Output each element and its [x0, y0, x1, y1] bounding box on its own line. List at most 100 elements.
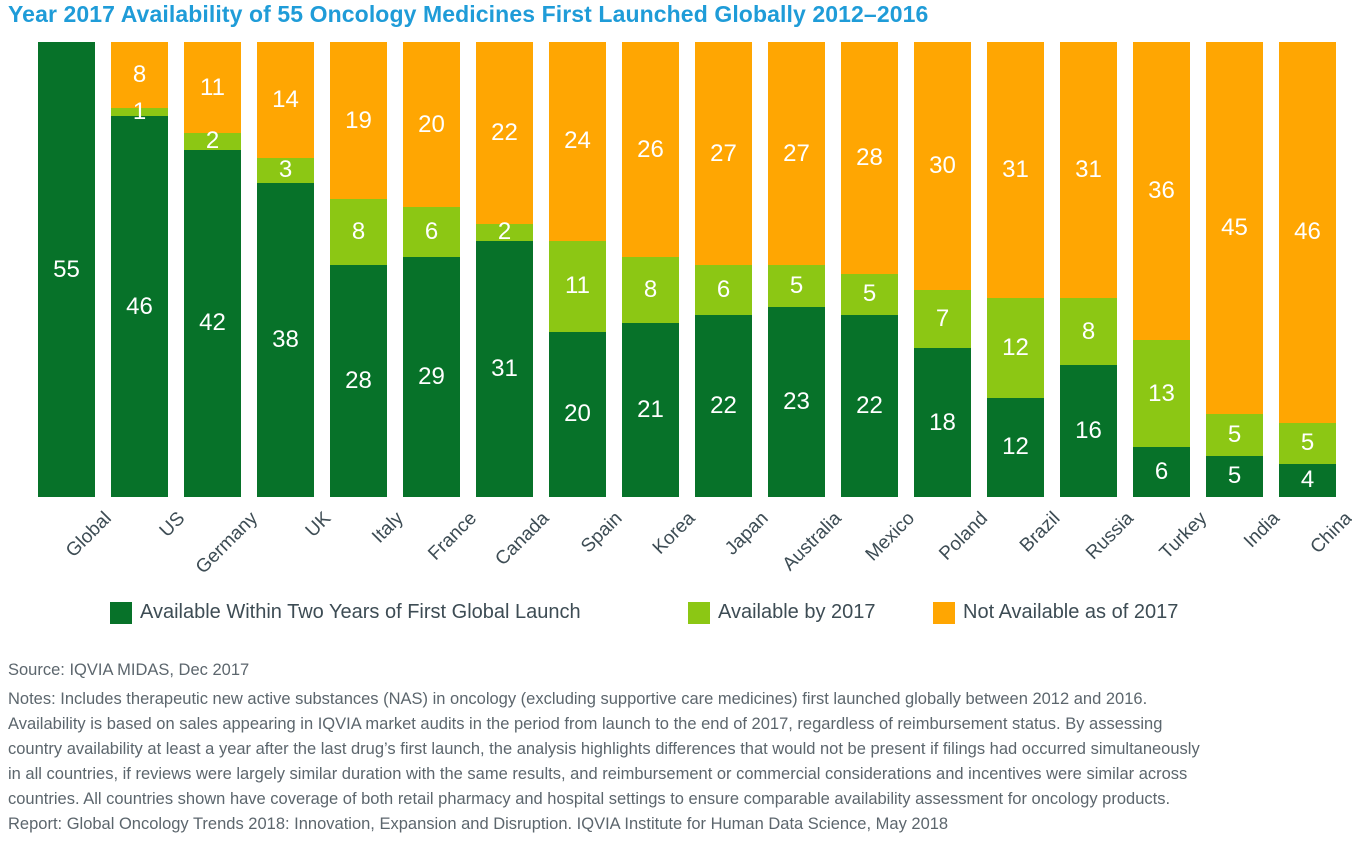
bar-segment: 46 — [1279, 42, 1336, 423]
bar-value-label: 19 — [345, 106, 372, 134]
bar-segment: 36 — [1133, 42, 1190, 340]
bar-segment: 11 — [184, 42, 241, 134]
bar-poland: 30 7 18 — [914, 42, 971, 497]
bar-value-label: 8 — [1081, 317, 1096, 345]
bar-segment: 42 — [184, 149, 241, 497]
bar-us: 8 1 46 — [111, 42, 168, 497]
bar-value-label: 6 — [1154, 458, 1169, 486]
legend-label: Available Within Two Years of First Glob… — [140, 601, 581, 623]
bar-value-label: 6 — [424, 218, 439, 246]
x-axis-label-italy: Italy — [368, 508, 408, 548]
report-note: Report: Global Oncology Trends 2018: Inn… — [8, 815, 949, 833]
bar-value-label: 28 — [345, 367, 372, 395]
bar-global: 55 — [38, 42, 95, 497]
x-axis-label-mexico: Mexico — [861, 508, 919, 566]
bar-segment: 5 — [1206, 455, 1263, 497]
bar-segment: 13 — [1133, 339, 1190, 448]
x-axis-label-japan: Japan — [721, 508, 773, 560]
bar-value-label: 5 — [1300, 429, 1315, 457]
bar-segment: 55 — [38, 42, 95, 497]
bar-segment: 5 — [768, 265, 825, 307]
bar-value-label: 3 — [278, 156, 293, 184]
bar-segment: 5 — [1206, 414, 1263, 456]
bar-value-label: 31 — [1002, 156, 1029, 184]
notes-line: Notes: Includes therapeutic new active s… — [8, 690, 1148, 708]
bar-segment: 8 — [1060, 298, 1117, 365]
bar-value-label: 29 — [418, 363, 445, 391]
bar-segment: 6 — [695, 265, 752, 315]
x-axis-label-korea: Korea — [649, 508, 700, 559]
x-axis-label-china: China — [1306, 508, 1352, 558]
footer: Source: IQVIA MIDAS, Dec 2017 Notes: Inc… — [8, 658, 1352, 837]
bar-value-label: 42 — [199, 309, 226, 337]
bar-segment: 22 — [695, 315, 752, 497]
bar-spain: 24 11 20 — [549, 42, 606, 497]
x-axis-label-germany: Germany — [191, 508, 262, 579]
bar-segment: 24 — [549, 42, 606, 241]
bar-segment: 19 — [330, 42, 387, 200]
legend-item-1: Available by 2017 — [688, 601, 876, 624]
legend-swatch — [933, 601, 955, 624]
bar-value-label: 2 — [497, 218, 512, 246]
legend: Available Within Two Years of First Glob… — [0, 601, 1352, 631]
bar-segment: 27 — [768, 42, 825, 266]
bar-value-label: 28 — [856, 143, 883, 171]
bar-value-label: 22 — [491, 119, 518, 147]
bar-value-label: 22 — [856, 392, 883, 419]
bar-value-label: 13 — [1148, 379, 1175, 407]
notes-line: country availability at least a year aft… — [8, 740, 1200, 758]
bar-segment: 20 — [403, 42, 460, 208]
bar-segment: 23 — [768, 306, 825, 497]
notes-line: in all countries, if reviews were largel… — [8, 765, 1188, 783]
bar-segment: 31 — [987, 42, 1044, 299]
bar-segment: 5 — [841, 273, 898, 315]
bar-segment: 29 — [403, 257, 460, 497]
bar-segment: 7 — [914, 290, 971, 349]
bar-russia: 31 8 16 — [1060, 42, 1117, 497]
bar-segment: 31 — [1060, 42, 1117, 299]
bar-germany: 11 2 42 — [184, 42, 241, 497]
bar-value-label: 21 — [637, 396, 664, 424]
source-note: Source: IQVIA MIDAS, Dec 2017 — [8, 661, 250, 679]
bar-segment: 11 — [549, 240, 606, 332]
bar-segment: 20 — [549, 331, 606, 497]
x-axis-label-global: Global — [62, 508, 116, 562]
notes-line: countries. All countries shown have cove… — [8, 790, 1171, 808]
bar-segment: 28 — [330, 265, 387, 497]
bar-segment: 22 — [841, 315, 898, 497]
bar-segment: 6 — [1133, 447, 1190, 497]
bar-value-label: 5 — [862, 280, 877, 308]
bar-value-label: 46 — [1294, 218, 1321, 246]
x-axis-label-brazil: Brazil — [1016, 508, 1065, 557]
bar-segment: 2 — [184, 129, 241, 153]
legend-item-0: Available Within Two Years of First Glob… — [110, 601, 581, 624]
bar-segment: 18 — [914, 348, 971, 497]
x-axis-label-turkey: Turkey — [1155, 508, 1211, 564]
bar-value-label: 16 — [1075, 416, 1102, 444]
bar-segment: 8 — [622, 257, 679, 324]
bar-value-label: 46 — [126, 292, 153, 320]
bar-australia: 27 5 23 — [768, 42, 825, 497]
bar-brazil: 31 12 12 — [987, 42, 1044, 497]
bar-japan: 27 6 22 — [695, 42, 752, 497]
bar-value-label: 27 — [783, 139, 810, 167]
x-axis-label-canada: Canada — [491, 508, 554, 570]
bar-segment: 4 — [1279, 463, 1336, 497]
legend-item-2: Not Available as of 2017 — [933, 601, 1178, 624]
bar-mexico: 28 5 22 — [841, 42, 898, 497]
bar-segment: 3 — [257, 158, 314, 183]
bar-china: 46 5 4 — [1279, 42, 1336, 497]
bar-value-label: 2 — [205, 127, 220, 155]
bar-segment: 21 — [622, 323, 679, 497]
x-axis-label-india: India — [1239, 508, 1284, 552]
bar-value-label: 20 — [564, 400, 591, 428]
bar-value-label: 30 — [929, 152, 956, 180]
bar-value-label: 4 — [1300, 466, 1315, 494]
bar-france: 20 6 29 — [403, 42, 460, 497]
bar-segment: 6 — [403, 207, 460, 258]
legend-swatch — [110, 601, 132, 624]
bar-segment: 45 — [1206, 42, 1263, 415]
bar-value-label: 5 — [789, 272, 804, 300]
bar-value-label: 38 — [272, 325, 299, 353]
